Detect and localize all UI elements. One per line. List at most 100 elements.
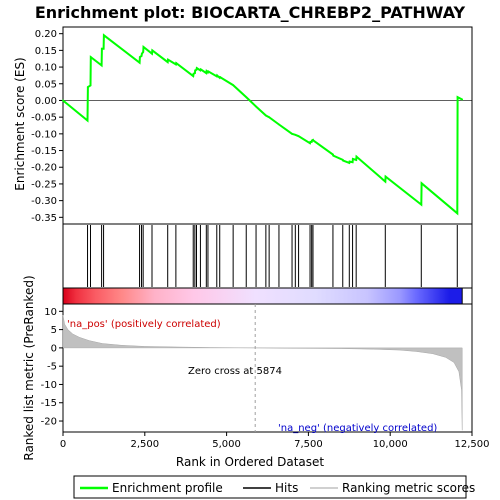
rank-plot-frame bbox=[62, 303, 473, 433]
legend-ranking-label: Ranking metric scores bbox=[342, 481, 475, 495]
enrichment-point bbox=[264, 114, 267, 117]
enrichment-point bbox=[195, 68, 198, 71]
enrichment-point bbox=[151, 52, 153, 55]
rank-y-tick-label: 5 bbox=[51, 325, 57, 336]
enrichment-point bbox=[62, 99, 64, 102]
enrichment-profile-points bbox=[62, 34, 464, 215]
enrichment-point bbox=[294, 133, 297, 136]
enrichment-point bbox=[309, 140, 312, 143]
enrichment-point bbox=[167, 58, 169, 61]
rank-y-tick-label: 10 bbox=[44, 307, 57, 318]
enrichment-point bbox=[103, 34, 105, 37]
enrichment-point bbox=[205, 72, 208, 74]
es-y-tick-label: -0.20 bbox=[31, 163, 57, 174]
enrichment-point bbox=[461, 98, 464, 101]
zero-cross-label: Zero cross at 5874 bbox=[188, 366, 282, 377]
enrichment-point bbox=[100, 64, 103, 67]
enrichment-point bbox=[89, 84, 92, 87]
enrichment-point bbox=[420, 203, 423, 206]
hits-panel bbox=[62, 223, 473, 289]
enrichment-point bbox=[89, 56, 92, 58]
es-y-tick-label: 0.00 bbox=[35, 96, 57, 107]
enrichment-point bbox=[351, 157, 354, 160]
legend-box bbox=[73, 475, 467, 499]
enrichment-point bbox=[268, 116, 271, 119]
enrichment-point bbox=[297, 135, 300, 138]
es-y-tick-label: 0.10 bbox=[35, 63, 57, 74]
enrichment-point bbox=[101, 47, 103, 50]
enrichment-point bbox=[142, 46, 145, 48]
negative-correlation-label: 'na_neg' (negatively correlated) bbox=[278, 423, 437, 434]
es-y-tick-label: -0.35 bbox=[31, 213, 57, 224]
rank-y-axis-ticks: 10 5 0 -5 -10 -15 -20 bbox=[41, 307, 63, 428]
es-y-tick-label: -0.30 bbox=[31, 196, 57, 207]
enrichment-point bbox=[456, 96, 459, 99]
es-y-tick-label: -0.15 bbox=[31, 146, 57, 157]
enrichment-point bbox=[199, 68, 202, 71]
enrichment-point bbox=[175, 62, 178, 64]
enrichment-point bbox=[140, 52, 143, 55]
enrichment-point bbox=[348, 160, 351, 163]
es-y-axis-label: Enrichment score (ES) bbox=[13, 57, 27, 190]
rank-colorbar bbox=[62, 287, 463, 305]
x-tick-label: 12,500 bbox=[455, 439, 490, 450]
enrichment-point bbox=[193, 72, 196, 74]
enrichment-point bbox=[456, 212, 459, 215]
positive-correlation-label: 'na_pos' (positively correlated) bbox=[67, 319, 221, 330]
x-tick-label: 7,500 bbox=[294, 439, 323, 450]
enrichment-point bbox=[102, 47, 105, 50]
enrichment-point bbox=[384, 175, 387, 178]
enrichment-point bbox=[384, 180, 387, 183]
enrichment-score-panel: 0.20 0.15 0.10 0.05 0.00 -0.05 -0.10 -0.15 -0.20… bbox=[13, 26, 473, 225]
enrichment-point bbox=[255, 105, 257, 108]
rank-y-tick-label: -15 bbox=[41, 398, 57, 409]
x-axis-label: Rank in Ordered Dataset bbox=[176, 455, 324, 469]
es-plot-frame bbox=[62, 26, 473, 225]
enrichment-point bbox=[195, 67, 198, 69]
enrichment-point bbox=[332, 154, 335, 157]
hits-plot-frame bbox=[62, 223, 473, 289]
enrichment-point bbox=[140, 55, 143, 57]
enrichment-point bbox=[355, 155, 358, 158]
enrichment-point bbox=[232, 84, 235, 86]
enrichment-point bbox=[205, 70, 208, 72]
x-tick-label: 10,000 bbox=[373, 439, 408, 450]
es-y-axis-ticks: 0.20 0.15 0.10 0.05 0.00 -0.05 -0.10 -0.15 -0.20… bbox=[31, 29, 63, 224]
rank-colorbar-panel bbox=[62, 287, 473, 305]
enrichment-point bbox=[355, 158, 358, 161]
es-y-tick-label: 0.05 bbox=[35, 79, 57, 90]
chart-legend: Enrichment profile Hits Ranking metric s… bbox=[73, 475, 475, 499]
enrichment-point bbox=[245, 96, 248, 99]
rank-y-axis-label: Ranked list metric (PreRanked) bbox=[22, 275, 36, 460]
enrichment-point bbox=[138, 56, 141, 58]
enrichment-point bbox=[192, 75, 195, 77]
chart-title: Enrichment plot: BIOCARTA_CHREBP2_PATHWA… bbox=[35, 3, 466, 22]
enrichment-point bbox=[420, 182, 423, 185]
es-y-tick-label: -0.05 bbox=[31, 113, 57, 124]
rank-y-tick-label: 0 bbox=[51, 343, 57, 354]
x-tick-label: 0 bbox=[60, 439, 66, 450]
ranking-metric-area bbox=[62, 314, 463, 431]
rank-y-tick-label: -5 bbox=[47, 362, 57, 373]
enrichment-point bbox=[86, 119, 89, 122]
enrichment-point bbox=[166, 61, 169, 63]
enrichment-point bbox=[138, 61, 141, 64]
legend-enrichment-label: Enrichment profile bbox=[112, 481, 223, 495]
es-y-tick-label: 0.20 bbox=[35, 29, 57, 40]
es-y-tick-label: -0.10 bbox=[31, 129, 57, 140]
hit-markers bbox=[87, 225, 458, 287]
ranked-metric-panel: 10 5 0 -5 -10 -15 -20 'na_pos' (positively cor… bbox=[22, 275, 473, 461]
enrichment-point bbox=[312, 139, 315, 142]
enrichment-point bbox=[291, 132, 293, 135]
rank-y-tick-label: -10 bbox=[41, 380, 57, 391]
es-y-tick-label: 0.15 bbox=[35, 46, 57, 57]
x-axis-ticks: 0 2,500 5,000 7,500 10,000 12,500 bbox=[60, 432, 490, 450]
es-y-tick-label: -0.25 bbox=[31, 179, 57, 190]
enrichment-point bbox=[151, 49, 154, 52]
rank-y-tick-label: -20 bbox=[41, 417, 57, 428]
enrichment-point bbox=[216, 74, 219, 77]
x-tick-label: 2,500 bbox=[130, 439, 159, 450]
enrichment-point bbox=[219, 76, 221, 78]
enrichment-point bbox=[142, 51, 145, 53]
